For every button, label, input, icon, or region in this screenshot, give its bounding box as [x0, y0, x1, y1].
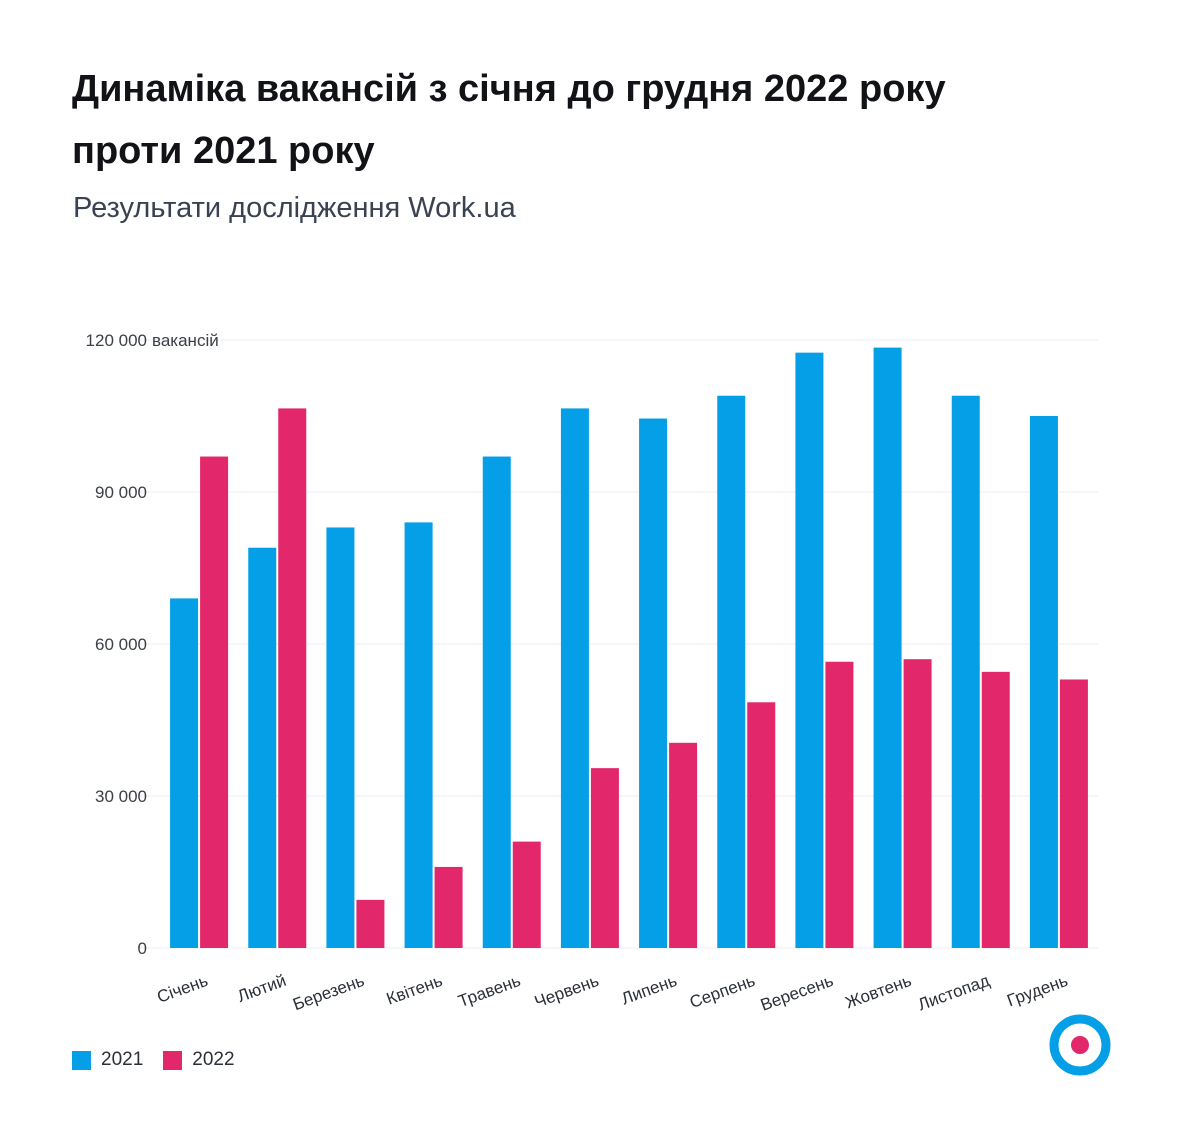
- x-tick-label: Лютий: [235, 971, 289, 1006]
- y-tick-label: 0: [138, 939, 147, 958]
- bar-2022-5: [512, 841, 541, 948]
- logo-ring: [1049, 1014, 1111, 1076]
- y-axis-unit-label: вакансій: [152, 331, 219, 350]
- bar-2022-6: [590, 768, 619, 948]
- bar-2021-6: [560, 408, 589, 948]
- bar-2021-8: [717, 395, 746, 948]
- legend-swatch-2022: [163, 1050, 183, 1070]
- bar-2021-10: [873, 347, 902, 949]
- y-tick-label: 90 000: [95, 483, 147, 502]
- legend-label-2022: 2022: [192, 1049, 235, 1070]
- legend: 2021 2022: [72, 1049, 255, 1071]
- legend-label-2021: 2021: [101, 1049, 144, 1070]
- x-tick-label: Червень: [532, 971, 601, 1012]
- legend-swatch-2021: [72, 1050, 91, 1070]
- chart-title: Динаміка вакансій з січня до грудня 2022…: [72, 68, 946, 172]
- bar-2021-7: [639, 418, 668, 948]
- bar-chart: 0 30 000 60 000 90 000 120 000 вакансій Січен…: [86, 331, 1098, 1015]
- bar-2021-3: [326, 527, 355, 948]
- y-tick-label: 30 000: [95, 787, 147, 806]
- bar-2022-8: [747, 702, 776, 948]
- x-tick-label: Травень: [456, 971, 524, 1011]
- legend-item-2021: 2021: [72, 1049, 143, 1071]
- y-axis-ticks: 0 30 000 60 000 90 000 120 000 вакансій: [86, 331, 219, 958]
- bar-2022-4: [434, 866, 463, 948]
- x-tick-label: Листопад: [915, 971, 992, 1014]
- y-tick-label: 120 000: [86, 331, 147, 350]
- bar-2021-11: [951, 395, 980, 948]
- x-tick-label: Серпень: [687, 971, 758, 1012]
- x-tick-label: Липень: [619, 971, 680, 1009]
- bar-2022-10: [903, 659, 932, 948]
- x-axis-ticks: Січень Лютий Березень Квітень Травень Червень…: [155, 971, 1071, 1015]
- bar-2021-9: [795, 352, 824, 949]
- bar-2022-11: [981, 671, 1010, 948]
- bar-2022-3: [356, 899, 385, 948]
- bars: [170, 347, 1088, 949]
- logo-dot: [1071, 1036, 1089, 1054]
- legend-item-2022: 2022: [163, 1049, 235, 1071]
- bar-2022-7: [669, 742, 698, 948]
- x-tick-label: Вересень: [758, 971, 836, 1015]
- y-tick-label: 60 000: [95, 635, 147, 654]
- bar-2022-1: [200, 456, 229, 948]
- x-tick-label: Квітень: [384, 971, 445, 1009]
- bar-2021-12: [1029, 416, 1058, 948]
- x-tick-label: Жовтень: [843, 971, 914, 1012]
- bar-2022-2: [278, 408, 307, 948]
- bar-2021-2: [248, 547, 277, 948]
- bar-2021-1: [170, 598, 199, 948]
- chart-subtitle: Результати дослідження Work.ua: [73, 192, 516, 224]
- bar-2022-12: [1059, 679, 1088, 948]
- bar-2022-9: [825, 661, 854, 948]
- x-tick-label: Березень: [290, 971, 367, 1014]
- bar-2021-4: [404, 522, 433, 948]
- x-tick-label: Грудень: [1005, 971, 1071, 1010]
- bar-2021-5: [482, 456, 511, 948]
- work-ua-logo-icon: [1049, 1014, 1111, 1076]
- x-tick-label: Січень: [155, 971, 211, 1007]
